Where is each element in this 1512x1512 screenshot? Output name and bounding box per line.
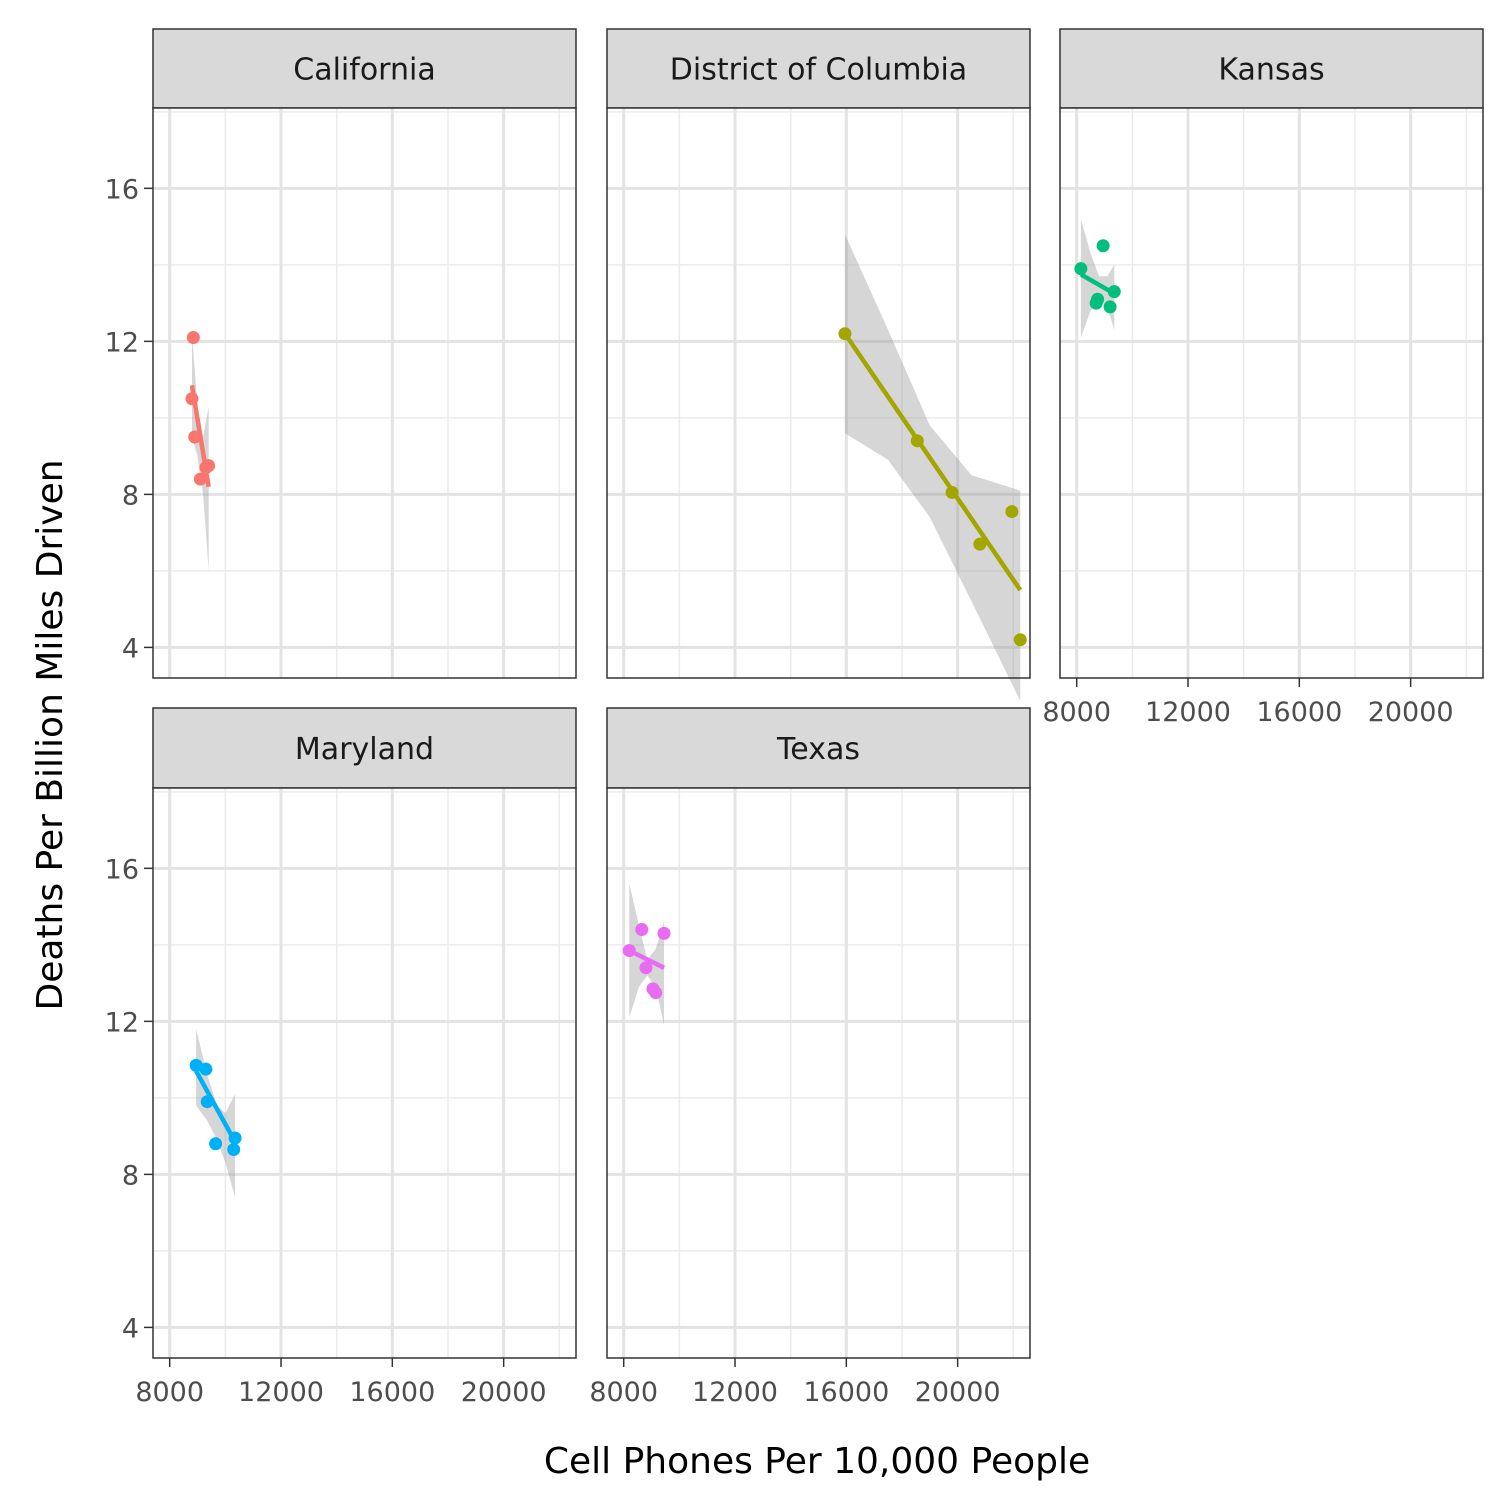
data-point — [200, 1095, 214, 1109]
data-point — [1103, 300, 1117, 314]
panel-background — [153, 108, 576, 678]
data-point — [202, 459, 216, 473]
data-point — [622, 944, 636, 958]
x-tick-label: 8000 — [589, 1377, 658, 1408]
panel-border — [152, 787, 577, 1359]
data-point — [1107, 285, 1121, 299]
y-tick-label: 4 — [122, 1313, 139, 1344]
panel-background — [1060, 108, 1483, 678]
panel-border — [152, 107, 577, 679]
data-point — [1096, 239, 1110, 253]
y-axis-title: Deaths Per Billion Miles Driven — [30, 459, 71, 1010]
facet-strip — [152, 707, 577, 789]
facet-strip-label: District of Columbia — [670, 53, 967, 88]
confidence-band — [192, 333, 209, 571]
x-tick-label: 8000 — [135, 1377, 204, 1408]
x-tick-label: 20000 — [915, 1377, 1001, 1408]
facet-kansas: Kansas 8000 12000 16000 20000 — [1042, 28, 1484, 728]
x-tick-label: 12000 — [1145, 697, 1231, 728]
facet-california: California 4 8 12 16 — [105, 28, 577, 679]
regression-line — [194, 1070, 238, 1143]
y-tick-label: 8 — [122, 1160, 139, 1191]
data-point — [193, 472, 207, 486]
x-tick-label: 16000 — [1256, 697, 1342, 728]
data-point — [1005, 505, 1019, 519]
confidence-band — [629, 883, 664, 1026]
x-tick-label: 16000 — [803, 1377, 889, 1408]
panel-border — [606, 787, 1031, 1359]
facet-texas: Texas 8000 12000 16000 20000 — [589, 707, 1031, 1408]
data-point — [639, 961, 653, 975]
data-point — [838, 327, 852, 341]
data-point — [649, 986, 663, 1000]
data-point — [635, 923, 649, 937]
data-point — [186, 331, 200, 345]
facet-district-of-columbia: District of Columbia — [606, 28, 1031, 701]
y-tick-label: 16 — [105, 854, 139, 885]
facet-strip-label: Kansas — [1218, 53, 1324, 88]
y-tick-label: 16 — [105, 174, 139, 205]
data-point — [910, 434, 924, 448]
facet-strip — [152, 28, 577, 109]
panel-background — [153, 788, 576, 1358]
data-point — [973, 537, 987, 551]
data-point — [1074, 262, 1088, 276]
x-tick-label: 20000 — [1368, 697, 1454, 728]
data-point — [185, 392, 199, 406]
confidence-band — [1080, 218, 1115, 338]
data-point — [1089, 296, 1103, 310]
facet-panels: California 4 8 12 16 District of Columbia Kans… — [105, 28, 1484, 1408]
data-point — [189, 1058, 203, 1072]
panel-background — [607, 788, 1030, 1358]
panel-border — [606, 107, 1031, 679]
facet-maryland: Maryland 4 8 12 16 8000 12000 16000 20000 — [105, 707, 577, 1408]
panel-border — [1059, 107, 1484, 679]
x-tick-label: 8000 — [1042, 697, 1111, 728]
facet-strip-label: California — [293, 53, 435, 88]
data-point — [209, 1137, 223, 1151]
data-point — [227, 1143, 241, 1157]
x-tick-label: 16000 — [349, 1377, 435, 1408]
panel-background — [607, 108, 1030, 678]
confidence-band — [844, 234, 1021, 701]
y-tick-label: 12 — [105, 327, 139, 358]
data-point — [1013, 633, 1027, 647]
facet-strip-label: Texas — [776, 732, 860, 767]
x-tick-label: 12000 — [692, 1377, 778, 1408]
facet-strip — [1059, 28, 1484, 109]
data-point — [228, 1131, 242, 1145]
data-point — [199, 1062, 213, 1076]
data-point — [945, 485, 959, 499]
facet-strip-label: Maryland — [295, 732, 434, 767]
regression-line — [843, 332, 1023, 592]
data-point — [188, 430, 202, 444]
data-point — [657, 926, 671, 940]
x-tick-label: 12000 — [238, 1377, 324, 1408]
y-tick-label: 8 — [122, 480, 139, 511]
y-tick-label: 12 — [105, 1007, 139, 1038]
x-tick-label: 20000 — [461, 1377, 547, 1408]
y-tick-label: 4 — [122, 633, 139, 664]
x-axis-title: Cell Phones Per 10,000 People — [544, 1441, 1090, 1482]
